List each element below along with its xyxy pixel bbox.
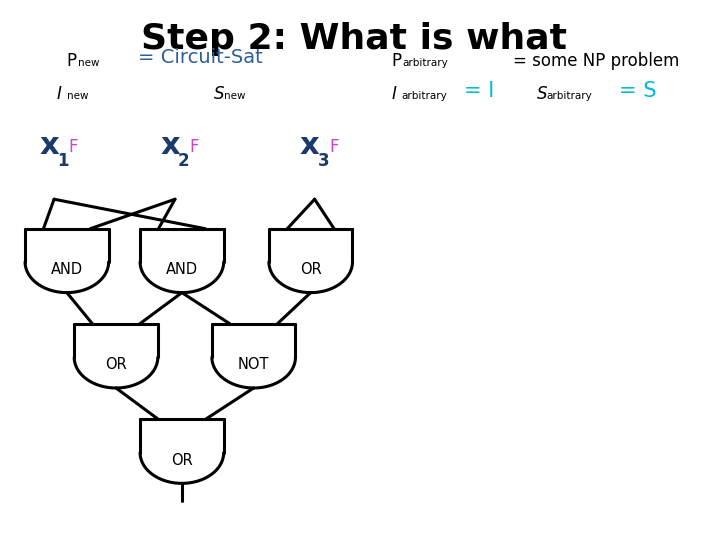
Text: F: F <box>329 138 339 156</box>
Text: arbitrary: arbitrary <box>402 58 448 68</box>
Text: 1: 1 <box>57 152 68 170</box>
Text: I: I <box>391 85 396 103</box>
Text: = some NP problem: = some NP problem <box>513 52 680 70</box>
Text: new: new <box>67 91 89 101</box>
Text: x: x <box>40 131 59 160</box>
Text: P: P <box>391 52 402 70</box>
Text: S: S <box>537 85 547 103</box>
Text: NOT: NOT <box>238 357 269 373</box>
Text: OR: OR <box>171 453 193 468</box>
Text: 2: 2 <box>178 152 189 170</box>
Text: AND: AND <box>166 262 198 277</box>
Text: 3: 3 <box>318 152 329 170</box>
Text: OR: OR <box>105 357 127 373</box>
Text: P: P <box>67 52 77 70</box>
Text: new: new <box>78 58 99 68</box>
Text: = Circuit-Sat: = Circuit-Sat <box>138 48 262 67</box>
Text: = I: = I <box>464 81 495 101</box>
Text: arbitrary: arbitrary <box>546 91 593 101</box>
Text: S: S <box>215 85 225 103</box>
Text: I: I <box>57 85 62 103</box>
Text: AND: AND <box>51 262 83 277</box>
Text: F: F <box>190 138 199 156</box>
Text: x: x <box>161 131 180 160</box>
Text: new: new <box>224 91 246 101</box>
Text: Step 2: What is what: Step 2: What is what <box>141 22 567 56</box>
Text: = S: = S <box>619 81 657 101</box>
Text: x: x <box>300 131 320 160</box>
Text: OR: OR <box>300 262 322 277</box>
Text: F: F <box>69 138 78 156</box>
Text: arbitrary: arbitrary <box>401 91 447 101</box>
